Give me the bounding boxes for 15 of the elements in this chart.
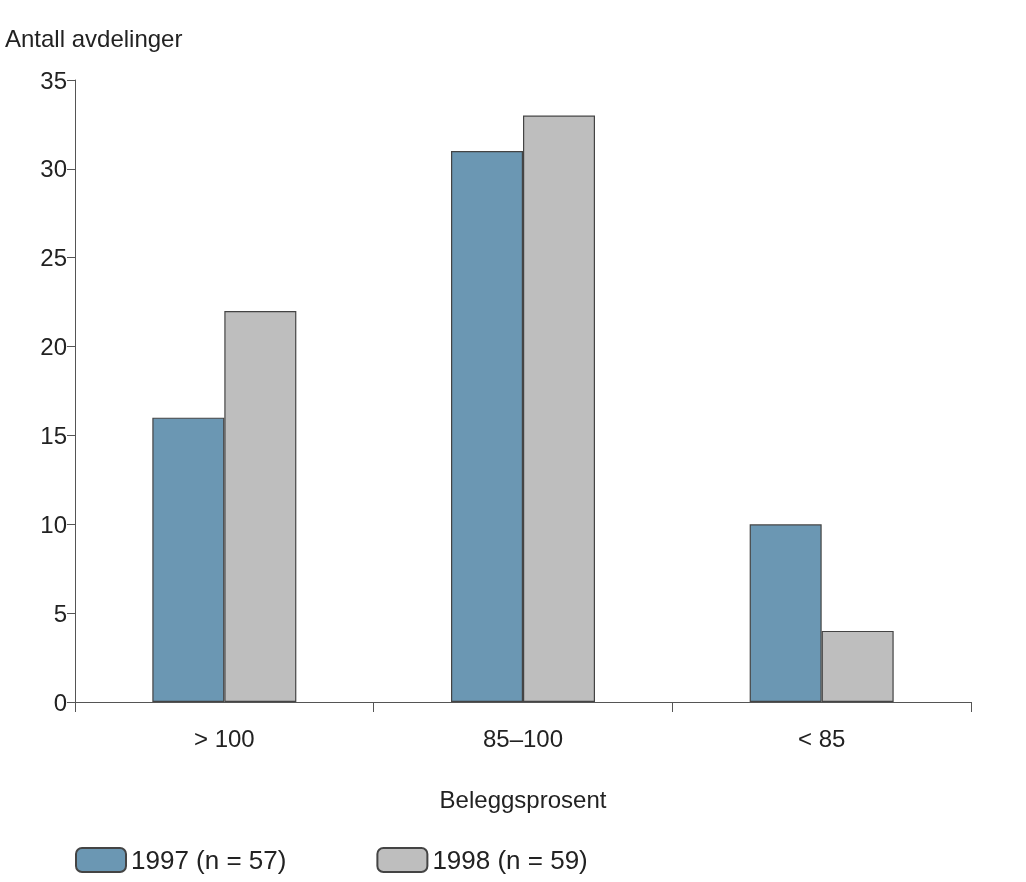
y-tick-label: 25 — [40, 244, 67, 272]
y-tick-label: 5 — [53, 599, 67, 627]
x-tick-label: > 100 — [193, 724, 255, 752]
y-tick-label: 10 — [40, 510, 67, 538]
legend-label: 1998 (n = 59) — [432, 845, 588, 875]
y-tick-label: 15 — [40, 421, 67, 449]
legend-label: 1997 (n = 57) — [131, 845, 287, 875]
x-tick-label: 85–100 — [482, 724, 564, 752]
x-axis-title: Beleggsprosent — [439, 785, 607, 813]
y-tick-label: 30 — [40, 155, 67, 183]
y-tick-label: 35 — [40, 66, 67, 94]
y-axis-title: Antall avdelinger — [5, 24, 183, 52]
y-tick-label: 0 — [53, 688, 67, 716]
y-tick-label: 20 — [40, 333, 67, 361]
x-tick-label: < 85 — [797, 724, 846, 752]
